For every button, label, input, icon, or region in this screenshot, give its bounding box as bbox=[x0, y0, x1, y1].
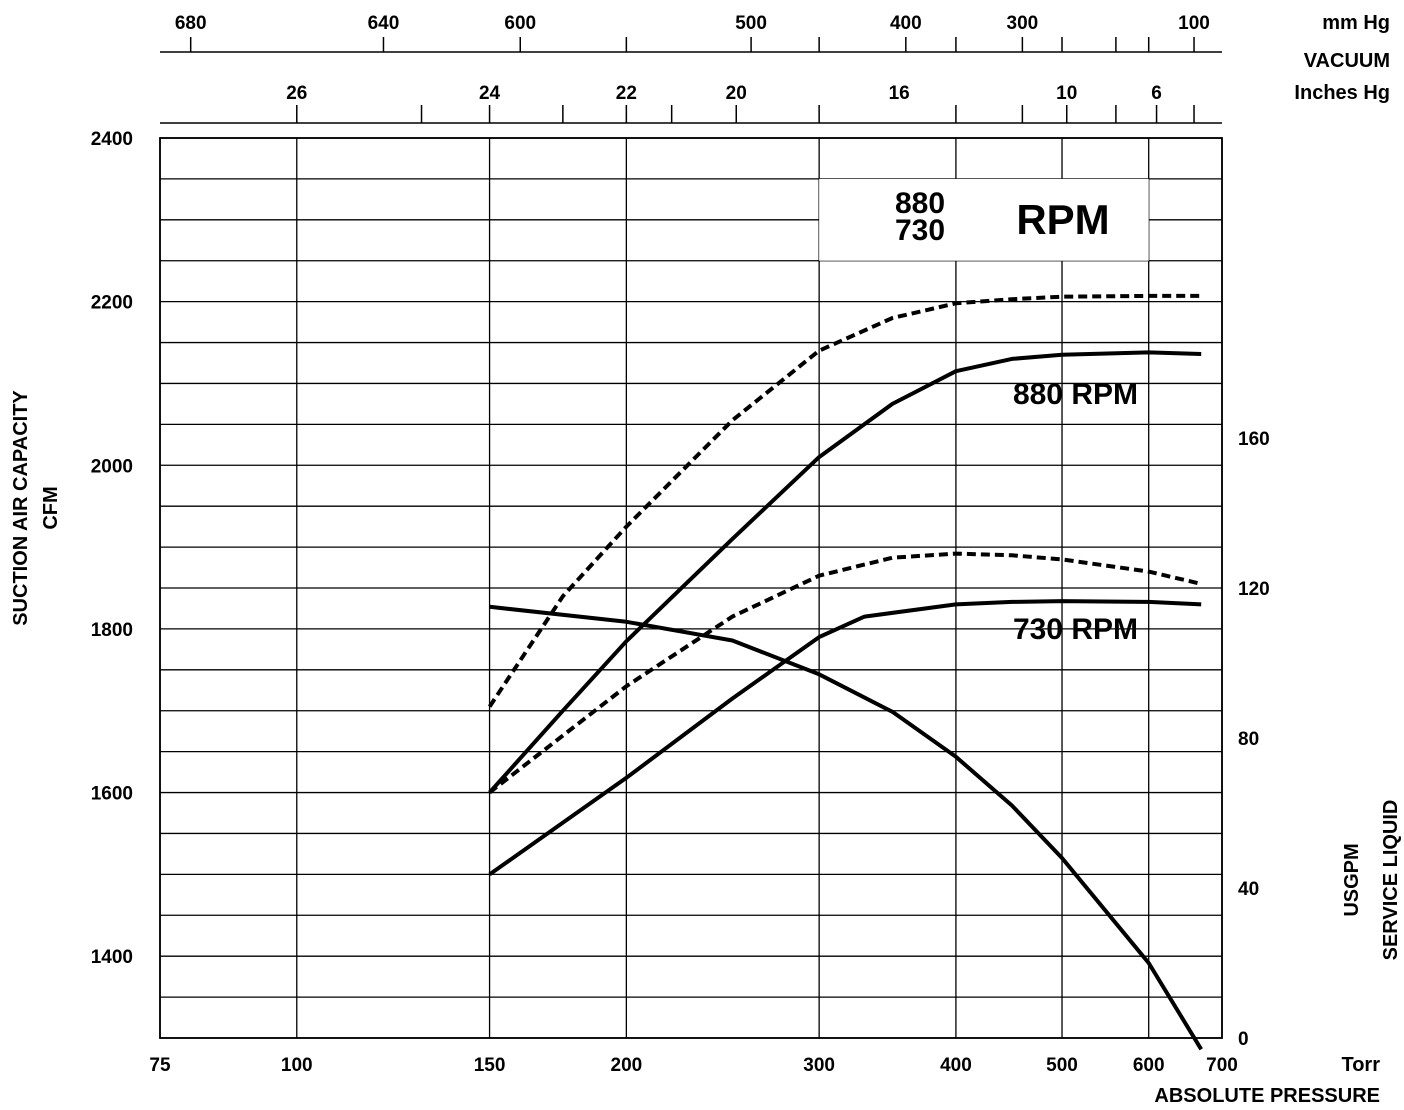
y-tick-label: 2000 bbox=[91, 456, 133, 477]
inhg-tick-label: 20 bbox=[726, 83, 747, 104]
x-tick-label: 300 bbox=[803, 1055, 835, 1076]
x-tick-label: 600 bbox=[1133, 1055, 1165, 1076]
x-tick-label: 75 bbox=[149, 1055, 171, 1076]
mmhg-tick-label: 100 bbox=[1178, 13, 1210, 34]
top-axis-unit-mmhg: mm Hg bbox=[1322, 12, 1390, 34]
plot-frame bbox=[159, 137, 1223, 1039]
x-tick-label: 200 bbox=[611, 1055, 643, 1076]
y-tick-label: 1800 bbox=[91, 620, 133, 641]
x-tick-label: 150 bbox=[474, 1055, 506, 1076]
x-axis-title: ABSOLUTE PRESSURE bbox=[1154, 1085, 1380, 1107]
y-axis-title-line1: SUCTION AIR CAPACITY bbox=[10, 390, 32, 626]
x-tick-label: 100 bbox=[281, 1055, 313, 1076]
mmhg-tick-label: 500 bbox=[735, 13, 767, 34]
legend-box bbox=[819, 178, 1149, 261]
series-lines bbox=[487, 293, 1203, 1051]
inhg-tick-label: 26 bbox=[286, 83, 307, 104]
inhg-tick-label: 16 bbox=[889, 83, 910, 104]
y-axis-title-line2: CFM bbox=[40, 486, 62, 529]
mmhg-tick-label: 600 bbox=[504, 13, 536, 34]
series-line-880-rpm-solid bbox=[488, 350, 1202, 794]
top-axis-unit-inhg: Inches Hg bbox=[1294, 82, 1390, 104]
service-liquid-line bbox=[489, 604, 1203, 1051]
y2-tick-label: 40 bbox=[1238, 879, 1259, 900]
series-label-730-rpm: 730 RPM bbox=[1013, 613, 1138, 646]
x-tick-label: 400 bbox=[940, 1055, 972, 1076]
series-line-880-rpm-dashed bbox=[487, 293, 1202, 708]
x-axis-unit: Torr bbox=[1341, 1054, 1380, 1076]
y2-axis-title-line1: SERVICE LIQUID bbox=[1380, 800, 1402, 961]
inhg-tick-label: 6 bbox=[1151, 83, 1162, 104]
x-tick-label: 700 bbox=[1206, 1055, 1238, 1076]
y-tick-label: 1600 bbox=[91, 784, 133, 805]
legend-unit: RPM bbox=[1016, 196, 1109, 243]
mmhg-tick-label: 400 bbox=[890, 13, 922, 34]
inhg-tick-label: 10 bbox=[1056, 83, 1077, 104]
inhg-tick-label: 22 bbox=[616, 83, 637, 104]
mmhg-tick-label: 640 bbox=[368, 13, 400, 34]
y-tick-label: 1400 bbox=[91, 947, 133, 968]
y2-tick-label: 80 bbox=[1238, 729, 1259, 750]
top-axis-title: VACUUM bbox=[1304, 50, 1390, 72]
legend-value-880: 880 bbox=[895, 187, 945, 220]
vacuum-axes: 680 640 600 500 400 300 100 26 24 22 20 16 10 6 bbox=[160, 13, 1222, 124]
inhg-tick-label: 24 bbox=[479, 83, 501, 104]
y2-tick-label: 160 bbox=[1238, 429, 1270, 450]
mmhg-tick-label: 300 bbox=[1007, 13, 1039, 34]
series-label-880-rpm: 880 RPM bbox=[1013, 378, 1138, 411]
y2-axis-title-line2: USGPM bbox=[1341, 843, 1363, 916]
y-tick-label: 2200 bbox=[91, 293, 133, 314]
series-line-730-rpm-solid bbox=[488, 599, 1202, 877]
mmhg-tick-label: 680 bbox=[175, 13, 207, 34]
y2-tick-label: 120 bbox=[1238, 579, 1270, 600]
y-tick-label: 2400 bbox=[91, 129, 133, 150]
grid-lines bbox=[159, 137, 1223, 1039]
legend-value-730: 730 bbox=[895, 214, 945, 247]
axis-labels: 1400 1600 1800 2000 2200 2400 0 40 80 120 160 75 100… bbox=[91, 129, 1270, 1076]
y2-tick-label: 0 bbox=[1238, 1029, 1249, 1050]
x-tick-label: 500 bbox=[1046, 1055, 1078, 1076]
